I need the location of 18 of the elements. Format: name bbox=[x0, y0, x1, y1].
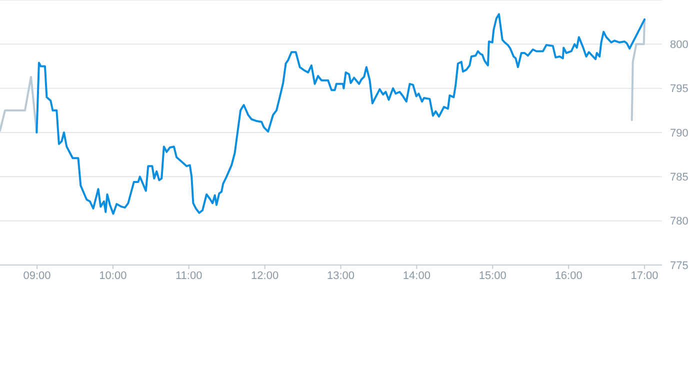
line-series bbox=[630, 18, 646, 122]
x-tick-label: 11:00 bbox=[176, 270, 202, 282]
x-tick-label: 09:00 bbox=[23, 270, 51, 282]
x-tick-label: 17:00 bbox=[630, 270, 658, 282]
y-tick-label: 775 bbox=[670, 260, 688, 272]
x-tick-label: 15:00 bbox=[478, 270, 506, 282]
x-tick-label: 13:00 bbox=[326, 270, 355, 282]
x-tick-label: 14:00 bbox=[402, 270, 430, 282]
y-tick-label: 780 bbox=[670, 216, 688, 228]
y-tick-label: 785 bbox=[670, 172, 688, 184]
line-series bbox=[0, 76, 38, 134]
y-tick-label: 795 bbox=[670, 83, 688, 96]
x-tick-label: 16:00 bbox=[554, 270, 582, 282]
y-tick-label: 800 bbox=[670, 39, 688, 52]
x-tick-label: 12:00 bbox=[251, 270, 279, 282]
line-series bbox=[36, 13, 646, 215]
x-tick-label: 10:00 bbox=[99, 270, 127, 282]
y-tick-label: 790 bbox=[670, 127, 688, 140]
